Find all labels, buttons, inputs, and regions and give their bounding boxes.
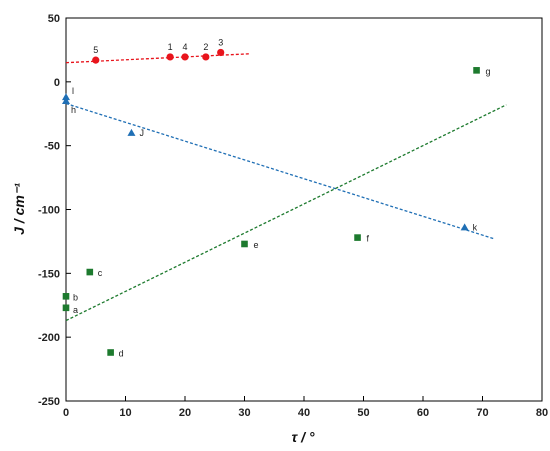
- point-c: [86, 268, 94, 276]
- x-tick-label: 60: [417, 407, 429, 419]
- x-tick-label: 20: [179, 407, 191, 419]
- axes: 0 10 20 30 40 50 60 70 80 50 0 -50 -100 -150 -200 -250: [38, 13, 548, 419]
- x-tick-label: 0: [63, 407, 69, 419]
- y-tick-label: -200: [38, 332, 60, 344]
- point-k: [460, 223, 469, 231]
- point-labels: 5 1 4 2 3 lh Jk ab c d e f g: [71, 37, 491, 358]
- point-label-e: e: [254, 240, 259, 250]
- point-label-f: f: [367, 234, 370, 244]
- point-label-k: k: [473, 222, 478, 232]
- point-label-5: 5: [93, 45, 98, 55]
- point-label-l: l: [72, 86, 74, 96]
- trendlines: [65, 53, 507, 322]
- point-label-1: 1: [168, 42, 173, 52]
- point-a: [62, 304, 70, 312]
- point-d: [107, 349, 114, 356]
- point-h: [62, 96, 70, 104]
- x-tick-label: 50: [357, 407, 369, 419]
- point-5: [92, 56, 100, 64]
- point-2: [202, 53, 210, 61]
- y-tick-label: -250: [38, 396, 60, 408]
- x-tick-label: 30: [238, 407, 250, 419]
- point-label-b: b: [73, 292, 78, 302]
- point-J: [127, 128, 136, 136]
- x-tick-label: 10: [119, 407, 131, 419]
- trendline-1: [65, 102, 495, 240]
- point-label-J: J: [139, 128, 144, 138]
- point-label-h: h: [71, 105, 76, 115]
- point-e: [241, 240, 248, 248]
- point-label-4: 4: [182, 42, 187, 52]
- data-points: [62, 48, 480, 356]
- x-tick-label: 70: [476, 407, 488, 419]
- y-axis-title: J / cm⁻¹: [11, 183, 27, 235]
- point-label-c: c: [98, 268, 103, 278]
- point-f: [354, 234, 361, 241]
- y-tick-label: 50: [48, 13, 60, 25]
- point-label-d: d: [119, 348, 124, 358]
- point-b: [62, 293, 70, 300]
- point-label-a: a: [73, 305, 78, 315]
- point-g: [473, 67, 480, 74]
- y-tick-label: 0: [54, 77, 60, 89]
- x-tick-label: 80: [536, 407, 548, 419]
- plot-frame: [65, 17, 543, 402]
- point-label-2: 2: [203, 42, 208, 52]
- y-tick-label: -150: [38, 268, 60, 280]
- point-1: [166, 53, 174, 61]
- y-tick-label: -100: [38, 205, 60, 217]
- trendline-2: [65, 104, 507, 322]
- point-l: [62, 93, 70, 101]
- x-tick-label: 40: [298, 407, 310, 419]
- x-axis-title: τ / °: [292, 429, 315, 445]
- y-tick-label: -50: [44, 141, 60, 153]
- point-label-g: g: [486, 66, 491, 76]
- point-3: [217, 48, 225, 57]
- point-label-3: 3: [218, 37, 223, 47]
- point-4: [181, 53, 189, 61]
